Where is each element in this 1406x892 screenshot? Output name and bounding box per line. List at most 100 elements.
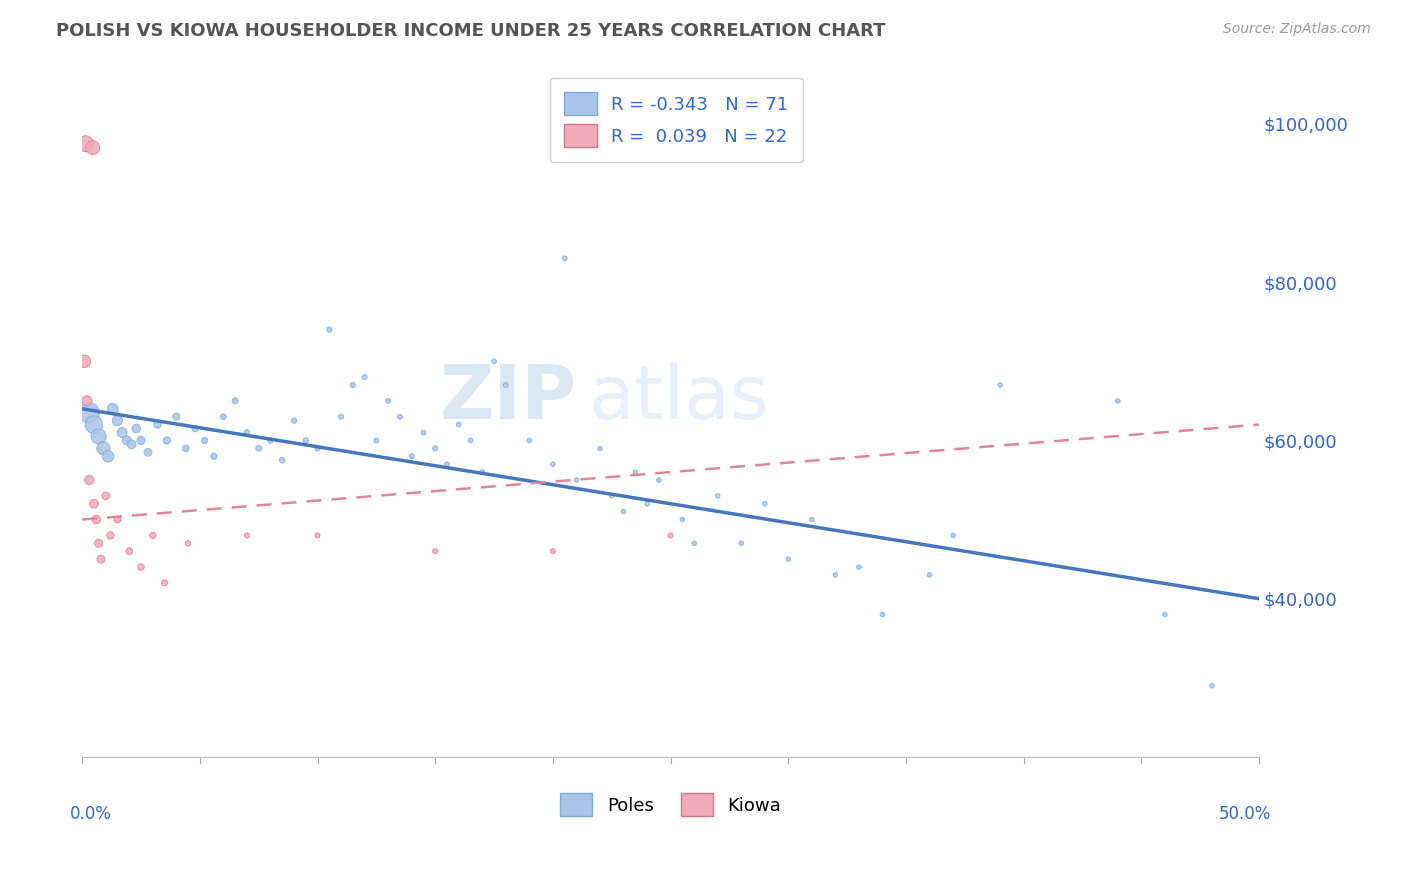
Text: ZIP: ZIP [439, 362, 576, 435]
Point [271, 453, 294, 467]
Text: 0.0%: 0.0% [70, 805, 112, 823]
Point [377, 393, 399, 408]
Point [589, 442, 612, 456]
Point [83, 417, 105, 432]
Point [683, 536, 706, 550]
Point [636, 497, 658, 511]
Point [142, 528, 165, 542]
Point [730, 536, 752, 550]
Point [659, 528, 682, 542]
Point [401, 450, 423, 464]
Point [353, 370, 375, 384]
Point [600, 489, 623, 503]
Point [83, 497, 105, 511]
Point [111, 425, 134, 440]
Point [75, 136, 97, 151]
Point [824, 568, 846, 582]
Point [412, 425, 434, 440]
Point [129, 434, 152, 448]
Point [146, 417, 169, 432]
Point [236, 528, 259, 542]
Point [942, 528, 965, 542]
Point [307, 442, 329, 456]
Point [541, 544, 564, 558]
Text: POLISH VS KIOWA HOUSEHOLDER INCOME UNDER 25 YEARS CORRELATION CHART: POLISH VS KIOWA HOUSEHOLDER INCOME UNDER… [56, 22, 886, 40]
Point [648, 473, 671, 487]
Point [136, 445, 159, 459]
Point [778, 552, 800, 566]
Point [82, 141, 104, 155]
Point [706, 489, 728, 503]
Point [307, 528, 329, 542]
Point [624, 465, 647, 479]
Text: Source: ZipAtlas.com: Source: ZipAtlas.com [1223, 22, 1371, 37]
Point [90, 552, 112, 566]
Point [1201, 679, 1223, 693]
Point [77, 406, 100, 420]
Point [91, 442, 114, 456]
Point [84, 512, 107, 526]
Point [436, 457, 458, 471]
Point [318, 323, 340, 337]
Point [366, 434, 388, 448]
Point [425, 442, 447, 456]
Point [247, 442, 270, 456]
Point [1154, 607, 1177, 622]
Point [918, 568, 941, 582]
Point [565, 473, 588, 487]
Point [107, 414, 129, 428]
Point [848, 560, 870, 574]
Point [87, 536, 110, 550]
Point [330, 409, 353, 424]
Point [129, 560, 152, 574]
Point [1107, 393, 1129, 408]
Point [224, 393, 246, 408]
Point [554, 252, 576, 266]
Point [754, 497, 776, 511]
Point [177, 536, 200, 550]
Point [425, 544, 447, 558]
Point [471, 465, 494, 479]
Point [100, 528, 122, 542]
Point [612, 505, 634, 519]
Point [519, 434, 541, 448]
Text: atlas: atlas [588, 362, 769, 435]
Point [212, 409, 235, 424]
Point [388, 409, 411, 424]
Point [294, 434, 316, 448]
Point [193, 434, 215, 448]
Point [259, 434, 281, 448]
Point [118, 544, 141, 558]
Point [97, 450, 120, 464]
Text: 50.0%: 50.0% [1219, 805, 1271, 823]
Point [541, 457, 564, 471]
Point [447, 417, 470, 432]
Point [460, 434, 482, 448]
Point [482, 354, 505, 368]
Point [174, 442, 197, 456]
Point [76, 393, 98, 408]
Point [121, 437, 143, 451]
Point [73, 354, 96, 368]
Point [153, 575, 176, 590]
Point [283, 414, 305, 428]
Point [671, 512, 693, 526]
Point [156, 434, 179, 448]
Point [202, 450, 225, 464]
Point [165, 409, 187, 424]
Point [800, 512, 823, 526]
Point [77, 473, 100, 487]
Point [342, 378, 364, 392]
Point [94, 489, 117, 503]
Point [115, 434, 138, 448]
Point [107, 512, 129, 526]
Point [125, 421, 148, 435]
Point [872, 607, 894, 622]
Point [184, 421, 207, 435]
Legend: Poles, Kiowa: Poles, Kiowa [553, 786, 789, 823]
Point [87, 429, 110, 443]
Point [495, 378, 517, 392]
Point [236, 425, 259, 440]
Point [988, 378, 1011, 392]
Point [101, 401, 124, 416]
